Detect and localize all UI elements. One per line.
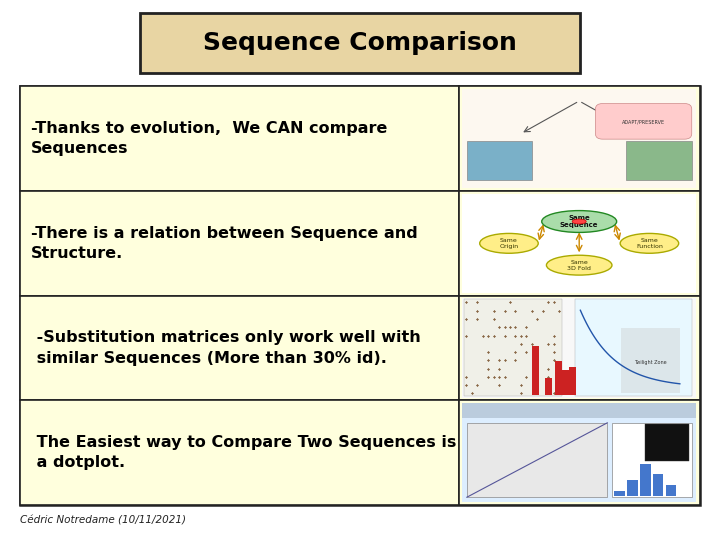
- Text: -Thanks to evolution,  We CAN compare
Sequences: -Thanks to evolution, We CAN compare Seq…: [31, 121, 387, 157]
- Ellipse shape: [480, 233, 539, 253]
- Bar: [569, 367, 576, 395]
- Bar: [462, 298, 696, 397]
- Bar: [462, 89, 696, 188]
- Bar: [644, 424, 689, 461]
- Bar: [459, 295, 700, 400]
- Ellipse shape: [572, 219, 586, 224]
- Text: Same
Origin: Same Origin: [500, 238, 518, 249]
- Bar: [626, 141, 691, 180]
- Text: -Substitution matrices only work well with
 similar Sequences (More than 30% id): -Substitution matrices only work well wi…: [31, 330, 420, 366]
- Bar: [614, 491, 625, 496]
- Bar: [20, 295, 459, 400]
- Bar: [140, 14, 580, 73]
- Bar: [462, 403, 696, 502]
- Bar: [459, 86, 700, 191]
- Bar: [467, 423, 607, 497]
- Bar: [532, 346, 539, 395]
- Text: Sequence Comparison: Sequence Comparison: [203, 31, 517, 55]
- Bar: [459, 400, 700, 505]
- Bar: [562, 370, 569, 395]
- Bar: [20, 86, 459, 191]
- Bar: [20, 86, 700, 505]
- Text: Twilight Zone: Twilight Zone: [634, 360, 667, 366]
- Text: The Easiest way to Compare Two Sequences is
 a dotplot.: The Easiest way to Compare Two Sequences…: [31, 435, 456, 470]
- Bar: [575, 299, 691, 396]
- Bar: [653, 475, 663, 496]
- Bar: [627, 480, 638, 496]
- Text: Same
3D Fold: Same 3D Fold: [567, 260, 591, 271]
- Bar: [467, 141, 532, 180]
- Text: ADAPT/PRESERVE: ADAPT/PRESERVE: [622, 119, 665, 124]
- Text: -There is a relation between Sequence and
Structure.: -There is a relation between Sequence an…: [31, 226, 418, 261]
- Bar: [640, 463, 651, 496]
- Bar: [666, 485, 676, 496]
- FancyBboxPatch shape: [595, 104, 692, 139]
- Text: Same
Sequence: Same Sequence: [560, 215, 598, 228]
- Bar: [621, 328, 680, 393]
- Bar: [554, 361, 562, 395]
- Bar: [612, 423, 691, 497]
- Ellipse shape: [541, 211, 616, 232]
- Ellipse shape: [620, 233, 679, 253]
- Bar: [459, 191, 700, 295]
- Text: Same
Function: Same Function: [636, 238, 663, 249]
- Bar: [545, 377, 552, 395]
- Bar: [20, 400, 459, 505]
- Text: Cédric Notredame (10/11/2021): Cédric Notredame (10/11/2021): [20, 516, 186, 526]
- Bar: [20, 191, 459, 295]
- Bar: [462, 403, 696, 418]
- Bar: [464, 299, 562, 396]
- Ellipse shape: [546, 255, 612, 275]
- Bar: [462, 194, 696, 293]
